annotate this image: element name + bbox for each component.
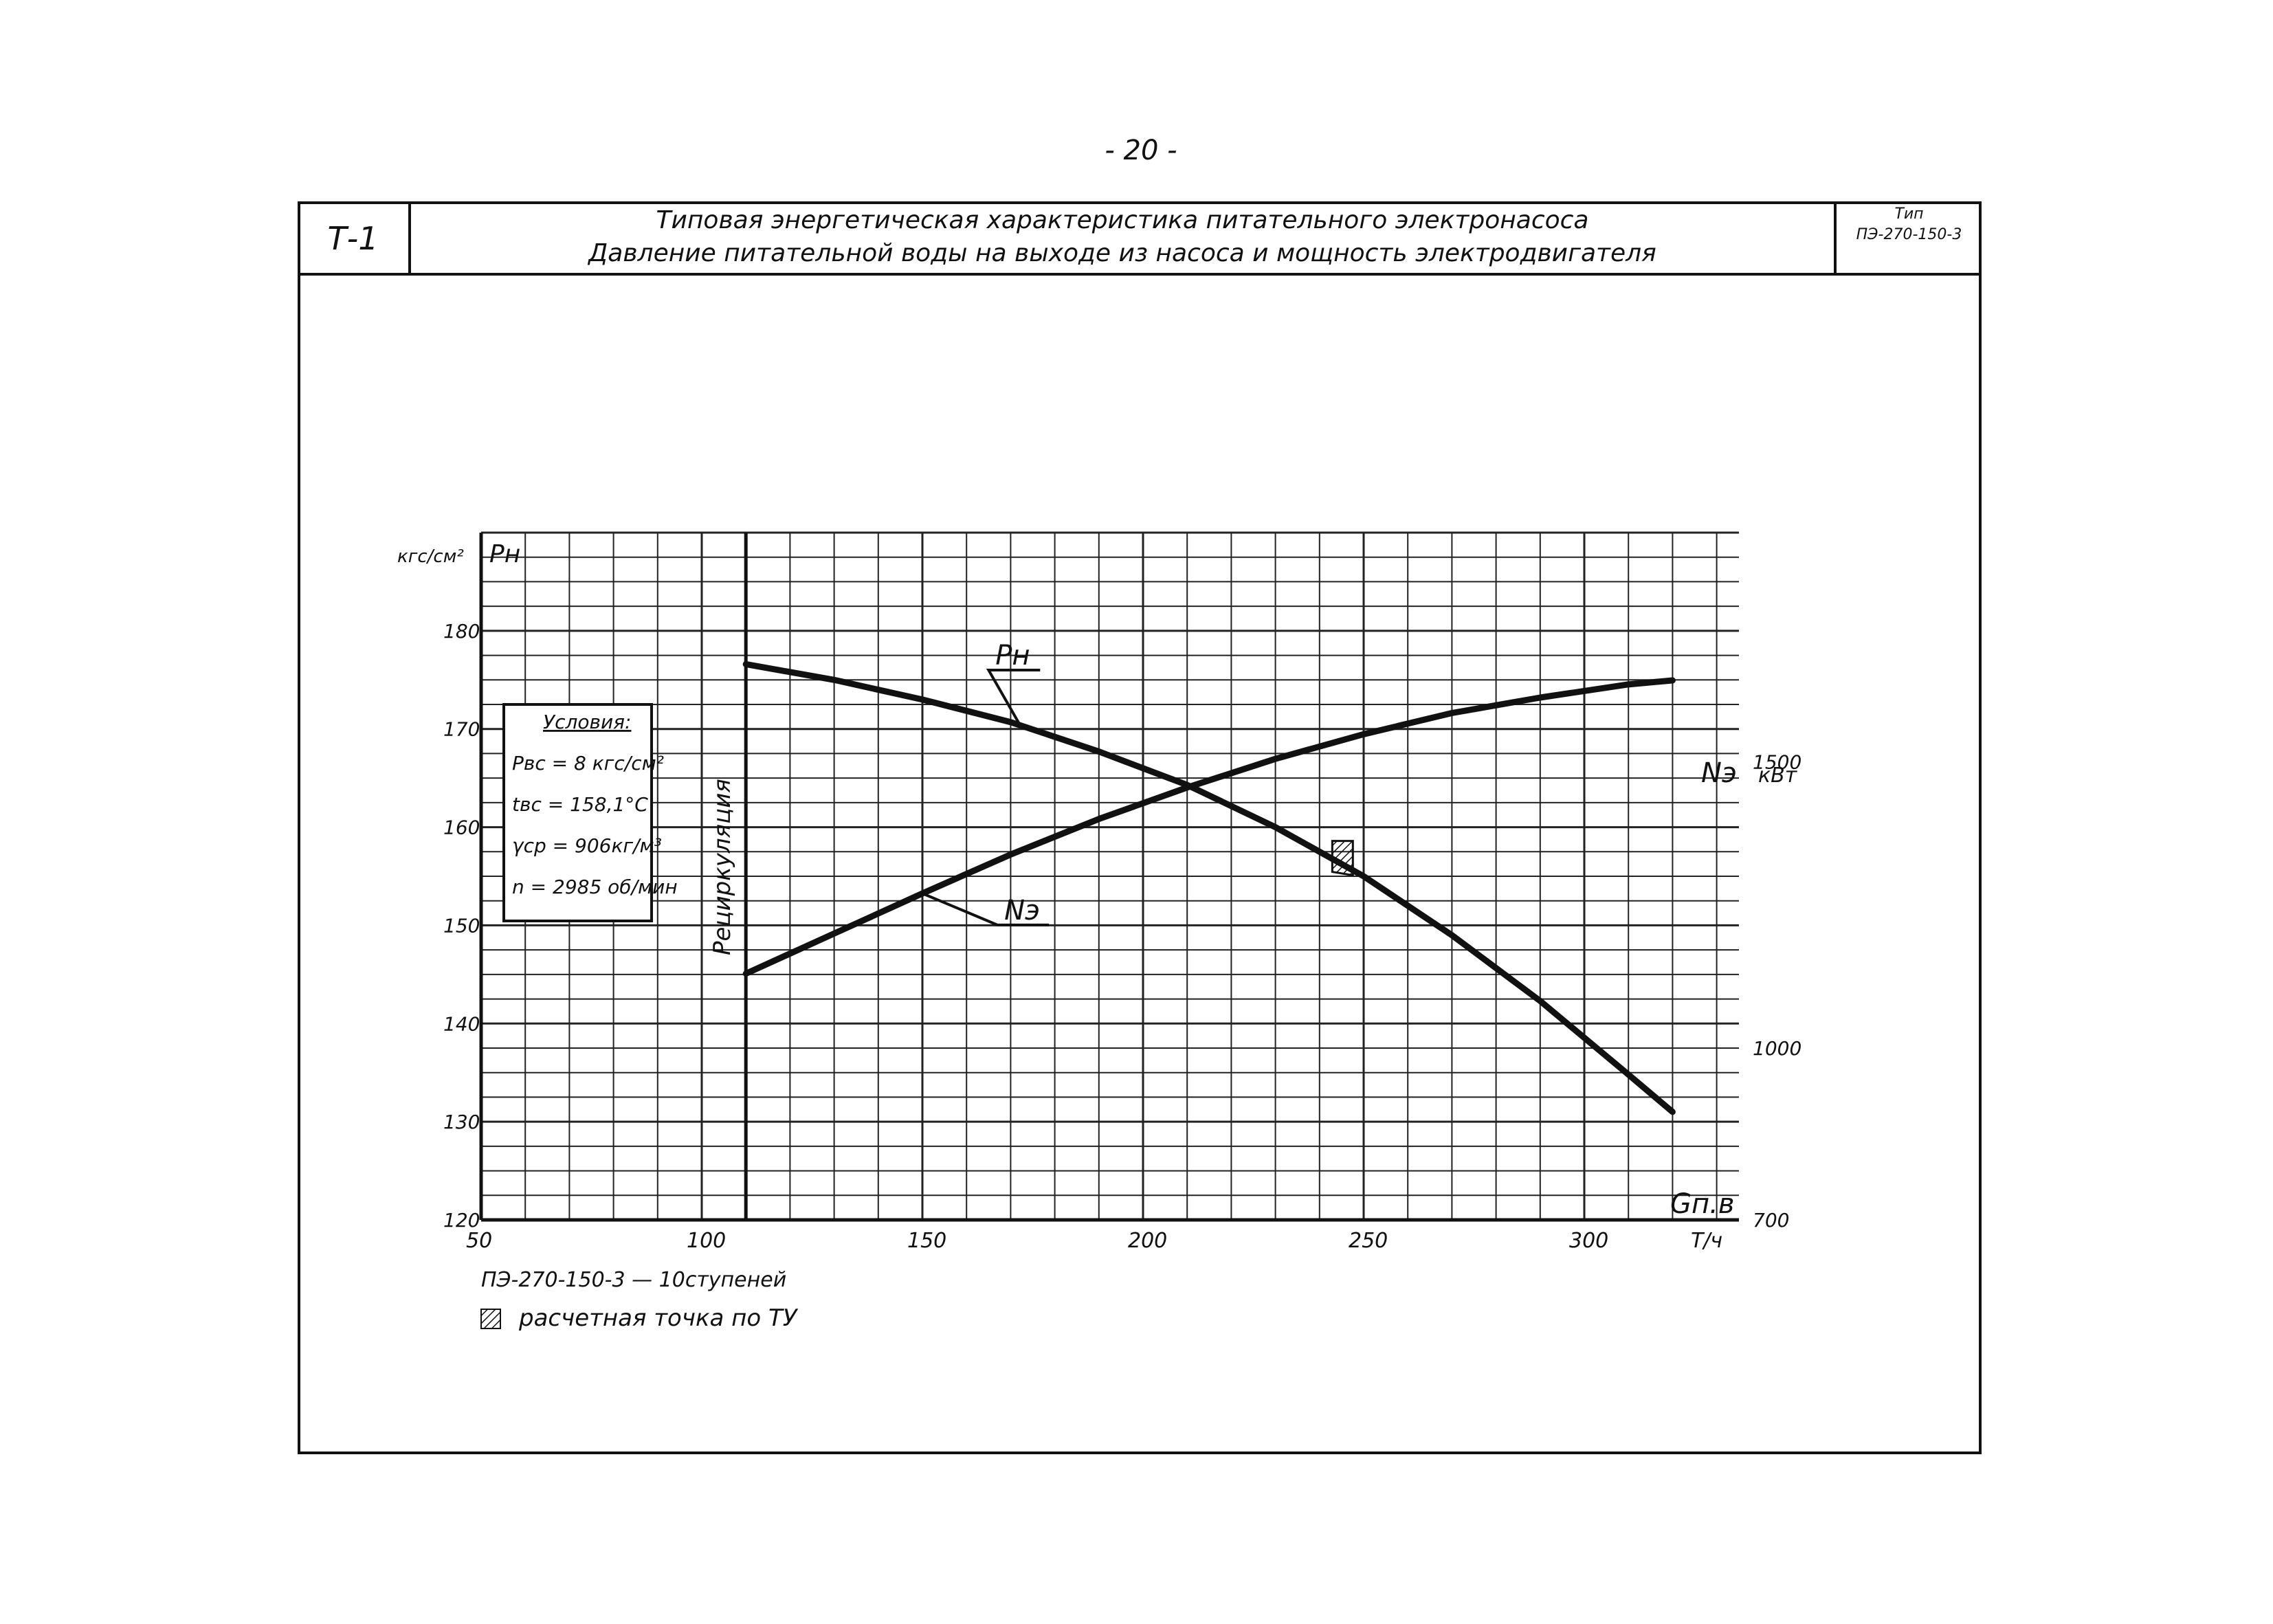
y-right-tick-label: 1500 — [1753, 750, 1801, 773]
y-left-tick-label: 160 — [443, 816, 480, 839]
y-left-tick-label: 140 — [443, 1012, 480, 1035]
series-pressure-line — [742, 660, 1676, 1115]
series-label: Nэ — [1004, 895, 1040, 926]
pump-note: ПЭ-270-150-3 — 10ступеней — [481, 1268, 787, 1292]
title-line-2: Давление питательной воды на выходе из н… — [588, 239, 1656, 267]
curves: Pн Nэ — [742, 640, 1676, 1115]
y-left-tick-label: 150 — [443, 914, 480, 937]
x-tick-label: 250 — [1349, 1229, 1388, 1253]
condition-line-2: tвс = 158,1°С — [512, 793, 648, 816]
x-tick-label: 100 — [687, 1229, 726, 1253]
series-label: Pн — [995, 640, 1030, 671]
series-label-leader — [986, 669, 1041, 725]
y-left-tick-label: 130 — [443, 1111, 480, 1133]
x-axis-label: Gп.в — [1670, 1188, 1734, 1220]
legend-swatch — [480, 1309, 501, 1329]
sheet-code: Т-1 — [298, 201, 411, 276]
conditions-heading: Условия: — [543, 711, 631, 733]
x-axis-unit: Т/ч — [1691, 1229, 1722, 1253]
y-right-label: Nэ — [1701, 757, 1737, 789]
y-left-label: Pн — [489, 540, 520, 568]
x-tick-label: 50 — [466, 1229, 492, 1253]
y-right-unit: кВт — [1758, 764, 1798, 788]
tick-labels: 50 100 150 200 250 300 120 130 140 150 160 170 180 70… — [443, 620, 1801, 1253]
series-power-line — [742, 677, 1676, 977]
y-left-tick-label: 120 — [443, 1209, 480, 1232]
title-line-1: Типовая энергетическая характеристика пи… — [656, 206, 1589, 234]
condition-line-3: γср = 906кг/м³ — [512, 834, 662, 857]
x-tick-label: 200 — [1128, 1229, 1167, 1253]
x-tick-label: 300 — [1569, 1229, 1608, 1253]
type-label: Тип — [1894, 205, 1924, 223]
chart-title: Типовая энергетическая характеристика пи… — [411, 204, 1834, 273]
page-number: - 20 - — [1105, 135, 1177, 166]
y-left-tick-label: 170 — [443, 718, 480, 741]
type-cell: Тип ПЭ-270-150-3 — [1834, 201, 1982, 276]
conditions-box: Условия: Pвс = 8 кгс/см² tвс = 158,1°С γ… — [502, 703, 678, 922]
series-label-leader — [922, 892, 1050, 926]
legend-note: расчетная точка по ТУ — [519, 1304, 797, 1332]
x-tick-label: 150 — [907, 1229, 946, 1253]
condition-line-1: Pвс = 8 кгс/см² — [512, 752, 664, 775]
y-right-tick-label: 700 — [1753, 1209, 1789, 1232]
design-point-marker — [1331, 840, 1354, 877]
title-block — [298, 201, 1982, 276]
type-value: ПЭ-270-150-3 — [1856, 226, 1962, 243]
condition-line-4: n = 2985 об/мин — [512, 876, 678, 898]
y-right-tick-label: 1000 — [1753, 1037, 1801, 1060]
y-left-unit: кгс/см² — [397, 546, 464, 567]
y-left-tick-label: 180 — [443, 620, 480, 643]
recirculation-label: Рециркуляция — [709, 779, 736, 955]
